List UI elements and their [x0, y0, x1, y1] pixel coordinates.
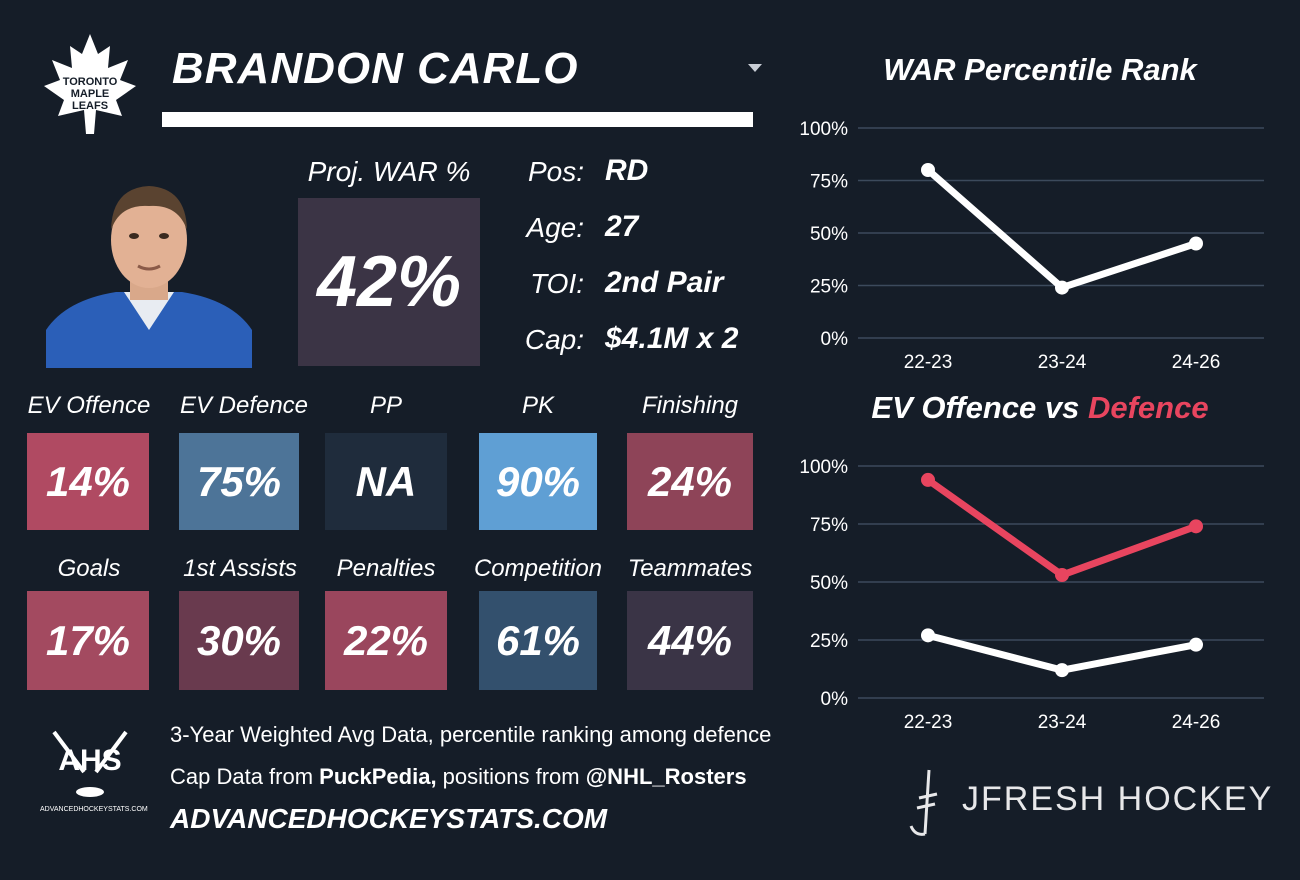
tile-ev-offence: 14% — [27, 433, 149, 530]
chart1-xtick-label: 22-23 — [904, 352, 953, 373]
maple-leaf-icon — [44, 34, 136, 134]
chart1-ytick-label: 100% — [799, 119, 848, 140]
chart2-xtick-label: 22-23 — [904, 712, 953, 733]
ahs-logo-text: AHS — [58, 744, 122, 777]
chart2-ytick-label: 75% — [810, 515, 848, 536]
player-name: BRANDON CARLO — [172, 44, 579, 93]
jfresh-logo — [905, 768, 945, 838]
logo-text-1: TORONTO — [62, 76, 118, 88]
chart2-title: EV Offence vs Defence — [780, 390, 1300, 426]
team-logo: TORONTO MAPLE LEAFS — [40, 30, 140, 140]
chart2-ytick-label: 100% — [799, 457, 848, 478]
info-cap-value: $4.1M x 2 — [605, 322, 739, 355]
chart2-ytick-label: 25% — [810, 631, 848, 652]
tile-label-competition: Competition — [473, 555, 603, 582]
tile-ev-defence: 75% — [179, 433, 299, 530]
chart1-ytick-label: 50% — [810, 224, 848, 245]
logo-text-3: LEAFS — [71, 100, 109, 112]
jfresh-brand: JFRESH HOCKEY — [962, 780, 1274, 818]
tile-competition: 61% — [479, 591, 597, 690]
tile-label-finishing: Finishing — [641, 392, 739, 419]
chart1-series-0-point — [1189, 236, 1203, 251]
chart2-series-0-point — [921, 472, 935, 487]
info-pos-key: Pos: — [527, 156, 584, 187]
tile-label-pp: PP — [369, 392, 402, 419]
proj-war-label: Proj. WAR % — [307, 156, 471, 187]
tile-pk: 90% — [479, 433, 597, 530]
footer-line-2-pre: Cap Data from — [170, 764, 320, 789]
info-toi-value: 2nd Pair — [605, 266, 724, 299]
info-pos-value: RD — [605, 154, 649, 187]
tile-penalties: 22% — [325, 591, 447, 690]
puckpedia-link[interactable]: PuckPedia, — [319, 764, 437, 789]
tile-label-1st-assists: 1st Assists — [183, 555, 297, 582]
info-cap-key: Cap: — [524, 324, 584, 355]
tile-1st-assists: 30% — [179, 591, 299, 690]
tile-goals: 17% — [27, 591, 149, 690]
chart1-series-0-line — [924, 166, 1200, 292]
site-link[interactable]: ADVANCEDHOCKEYSTATS.COM — [170, 803, 608, 834]
jfresh-logo-icon — [909, 769, 938, 836]
tile-label-goals: Goals — [57, 555, 121, 582]
chart2-series-0-line — [924, 476, 1200, 579]
logo-text-2: MAPLE — [70, 88, 110, 100]
info-age-key: Age: — [526, 212, 584, 243]
name-underline — [162, 112, 753, 127]
tile-teammates: 44% — [627, 591, 753, 690]
chart1-series-0-point — [1055, 280, 1069, 295]
chart2-xtick-label: 24-26 — [1172, 712, 1221, 733]
nhl-rosters-link[interactable]: @NHL_Rosters — [585, 764, 747, 789]
war-percentile-chart: 0% 25% 50% 75% 100% 22-23 23-24 24-26 — [799, 119, 1264, 373]
footer-line-2: Cap Data from PuckPedia, positions from … — [170, 764, 747, 790]
ev-offence-defence-chart: 0% 25% 50% 75% 100% 22-23 23-24 24-26 — [799, 457, 1264, 733]
player-headshot — [46, 180, 252, 368]
chart2-series-1-point — [1055, 663, 1069, 678]
tile-pp: NA — [325, 433, 447, 530]
chart2-title-part2: Defence — [1087, 390, 1209, 425]
chart1-xtick-label: 24-26 — [1172, 352, 1221, 373]
info-age-value: 27 — [605, 210, 639, 243]
chart1-xtick-label: 23-24 — [1038, 352, 1087, 373]
chart1-series-0-point — [921, 163, 935, 177]
chart1-ytick-label: 25% — [810, 277, 848, 298]
tile-label-penalties: Penalties — [336, 555, 436, 582]
chevron-down-icon[interactable] — [748, 64, 762, 72]
tile-label-ev-defence: EV Defence — [179, 392, 309, 419]
chart2-ytick-label: 0% — [821, 689, 849, 710]
hockey-sticks-icon — [52, 730, 128, 797]
tile-finishing: 24% — [627, 433, 753, 530]
info-toi-key: TOI: — [530, 268, 584, 299]
footer-line-2-mid: positions from — [436, 764, 586, 789]
tile-label-pk: PK — [521, 392, 554, 419]
chart2-series-1-point — [1189, 637, 1203, 652]
chart2-title-part1: EV Offence vs — [871, 390, 1088, 425]
chart2-series-0-point — [1055, 568, 1069, 583]
proj-war-value: 42% — [298, 198, 480, 366]
ahs-logo-small: ADVANCEDHOCKEYSTATS.COM — [40, 806, 148, 813]
chart2-xtick-label: 23-24 — [1038, 712, 1087, 733]
chart1-title: WAR Percentile Rank — [883, 52, 1197, 87]
footer-line-1: 3-Year Weighted Avg Data, percentile ran… — [170, 722, 772, 747]
chart2-ytick-label: 50% — [810, 573, 848, 594]
tile-label-teammates: Teammates — [627, 555, 753, 582]
chart2-series-1-point — [921, 628, 935, 643]
chart1-ytick-label: 0% — [821, 329, 849, 350]
chart2-series-0-point — [1189, 519, 1203, 534]
ahs-logo: AHS ADVANCEDHOCKEYSTATS.COM — [40, 726, 148, 818]
chart1-ytick-label: 75% — [810, 172, 848, 193]
tile-label-ev-offence: EV Offence — [27, 392, 151, 419]
